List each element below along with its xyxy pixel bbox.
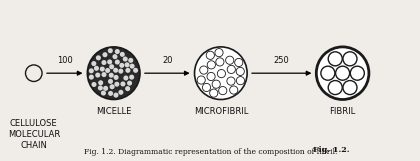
Circle shape xyxy=(118,69,123,74)
Circle shape xyxy=(92,82,97,87)
Circle shape xyxy=(108,91,113,96)
Circle shape xyxy=(114,82,119,87)
Circle shape xyxy=(102,52,108,57)
Circle shape xyxy=(125,68,131,73)
Circle shape xyxy=(321,66,335,80)
Circle shape xyxy=(98,85,103,90)
Text: Fig. 1.2. Diagrammatic representation of the composition of fibril.: Fig. 1.2. Diagrammatic representation of… xyxy=(84,148,338,156)
Circle shape xyxy=(96,55,101,60)
Circle shape xyxy=(89,68,94,73)
Circle shape xyxy=(215,49,223,57)
Text: CELLULOSE
MOLECULAR
CHAIN: CELLULOSE MOLECULAR CHAIN xyxy=(8,119,60,150)
Circle shape xyxy=(113,93,118,98)
Circle shape xyxy=(236,77,244,85)
Circle shape xyxy=(113,75,118,80)
Circle shape xyxy=(207,72,215,81)
Text: MICELLE: MICELLE xyxy=(96,107,131,116)
Circle shape xyxy=(118,90,123,95)
Circle shape xyxy=(109,64,114,69)
Circle shape xyxy=(328,80,342,95)
Circle shape xyxy=(95,73,100,78)
Text: 20: 20 xyxy=(162,56,173,65)
Circle shape xyxy=(129,75,134,80)
Circle shape xyxy=(127,81,132,86)
Text: Fig. 1.2.: Fig. 1.2. xyxy=(313,146,350,154)
Circle shape xyxy=(98,80,103,85)
Circle shape xyxy=(115,60,120,65)
Circle shape xyxy=(328,52,342,66)
Circle shape xyxy=(109,73,114,78)
Circle shape xyxy=(227,77,235,85)
Circle shape xyxy=(108,48,113,53)
Circle shape xyxy=(343,52,357,66)
Text: 250: 250 xyxy=(274,56,290,65)
Circle shape xyxy=(115,49,120,54)
Circle shape xyxy=(219,86,227,95)
Circle shape xyxy=(202,83,210,91)
Circle shape xyxy=(121,81,126,86)
Circle shape xyxy=(119,63,124,68)
Circle shape xyxy=(212,80,220,88)
Circle shape xyxy=(133,68,138,73)
Circle shape xyxy=(103,86,108,91)
Circle shape xyxy=(123,57,128,62)
Circle shape xyxy=(230,86,238,94)
Circle shape xyxy=(130,64,135,69)
Circle shape xyxy=(87,47,140,99)
Circle shape xyxy=(120,52,125,57)
Circle shape xyxy=(197,76,205,84)
Circle shape xyxy=(227,65,235,74)
Circle shape xyxy=(113,54,118,59)
Circle shape xyxy=(102,72,107,77)
Circle shape xyxy=(101,60,107,65)
Circle shape xyxy=(210,89,218,97)
Circle shape xyxy=(206,51,214,59)
Circle shape xyxy=(113,68,118,73)
Circle shape xyxy=(216,58,224,66)
Circle shape xyxy=(235,58,243,67)
Text: MICROFIBRIL: MICROFIBRIL xyxy=(194,107,248,116)
Circle shape xyxy=(316,47,369,99)
Circle shape xyxy=(108,79,113,84)
Circle shape xyxy=(343,80,357,95)
Circle shape xyxy=(350,66,364,80)
Circle shape xyxy=(100,66,105,71)
Circle shape xyxy=(217,70,226,78)
Text: 100: 100 xyxy=(57,56,73,65)
Circle shape xyxy=(123,76,129,80)
Circle shape xyxy=(200,66,208,74)
Circle shape xyxy=(107,59,112,64)
Circle shape xyxy=(226,56,234,64)
Circle shape xyxy=(207,61,215,69)
Circle shape xyxy=(336,66,349,80)
Circle shape xyxy=(105,68,110,73)
Circle shape xyxy=(89,75,94,80)
Text: Fig. 1.2. Diagrammatic representation of the composition of fibril.: Fig. 1.2. Diagrammatic representation of… xyxy=(79,148,349,156)
Circle shape xyxy=(94,66,99,71)
Text: FIBRIL: FIBRIL xyxy=(329,107,356,116)
Circle shape xyxy=(125,86,130,91)
Circle shape xyxy=(91,61,96,66)
Circle shape xyxy=(101,90,106,96)
Circle shape xyxy=(110,84,115,89)
Circle shape xyxy=(125,62,130,67)
Circle shape xyxy=(236,67,244,76)
Circle shape xyxy=(128,58,133,63)
Circle shape xyxy=(194,47,247,99)
